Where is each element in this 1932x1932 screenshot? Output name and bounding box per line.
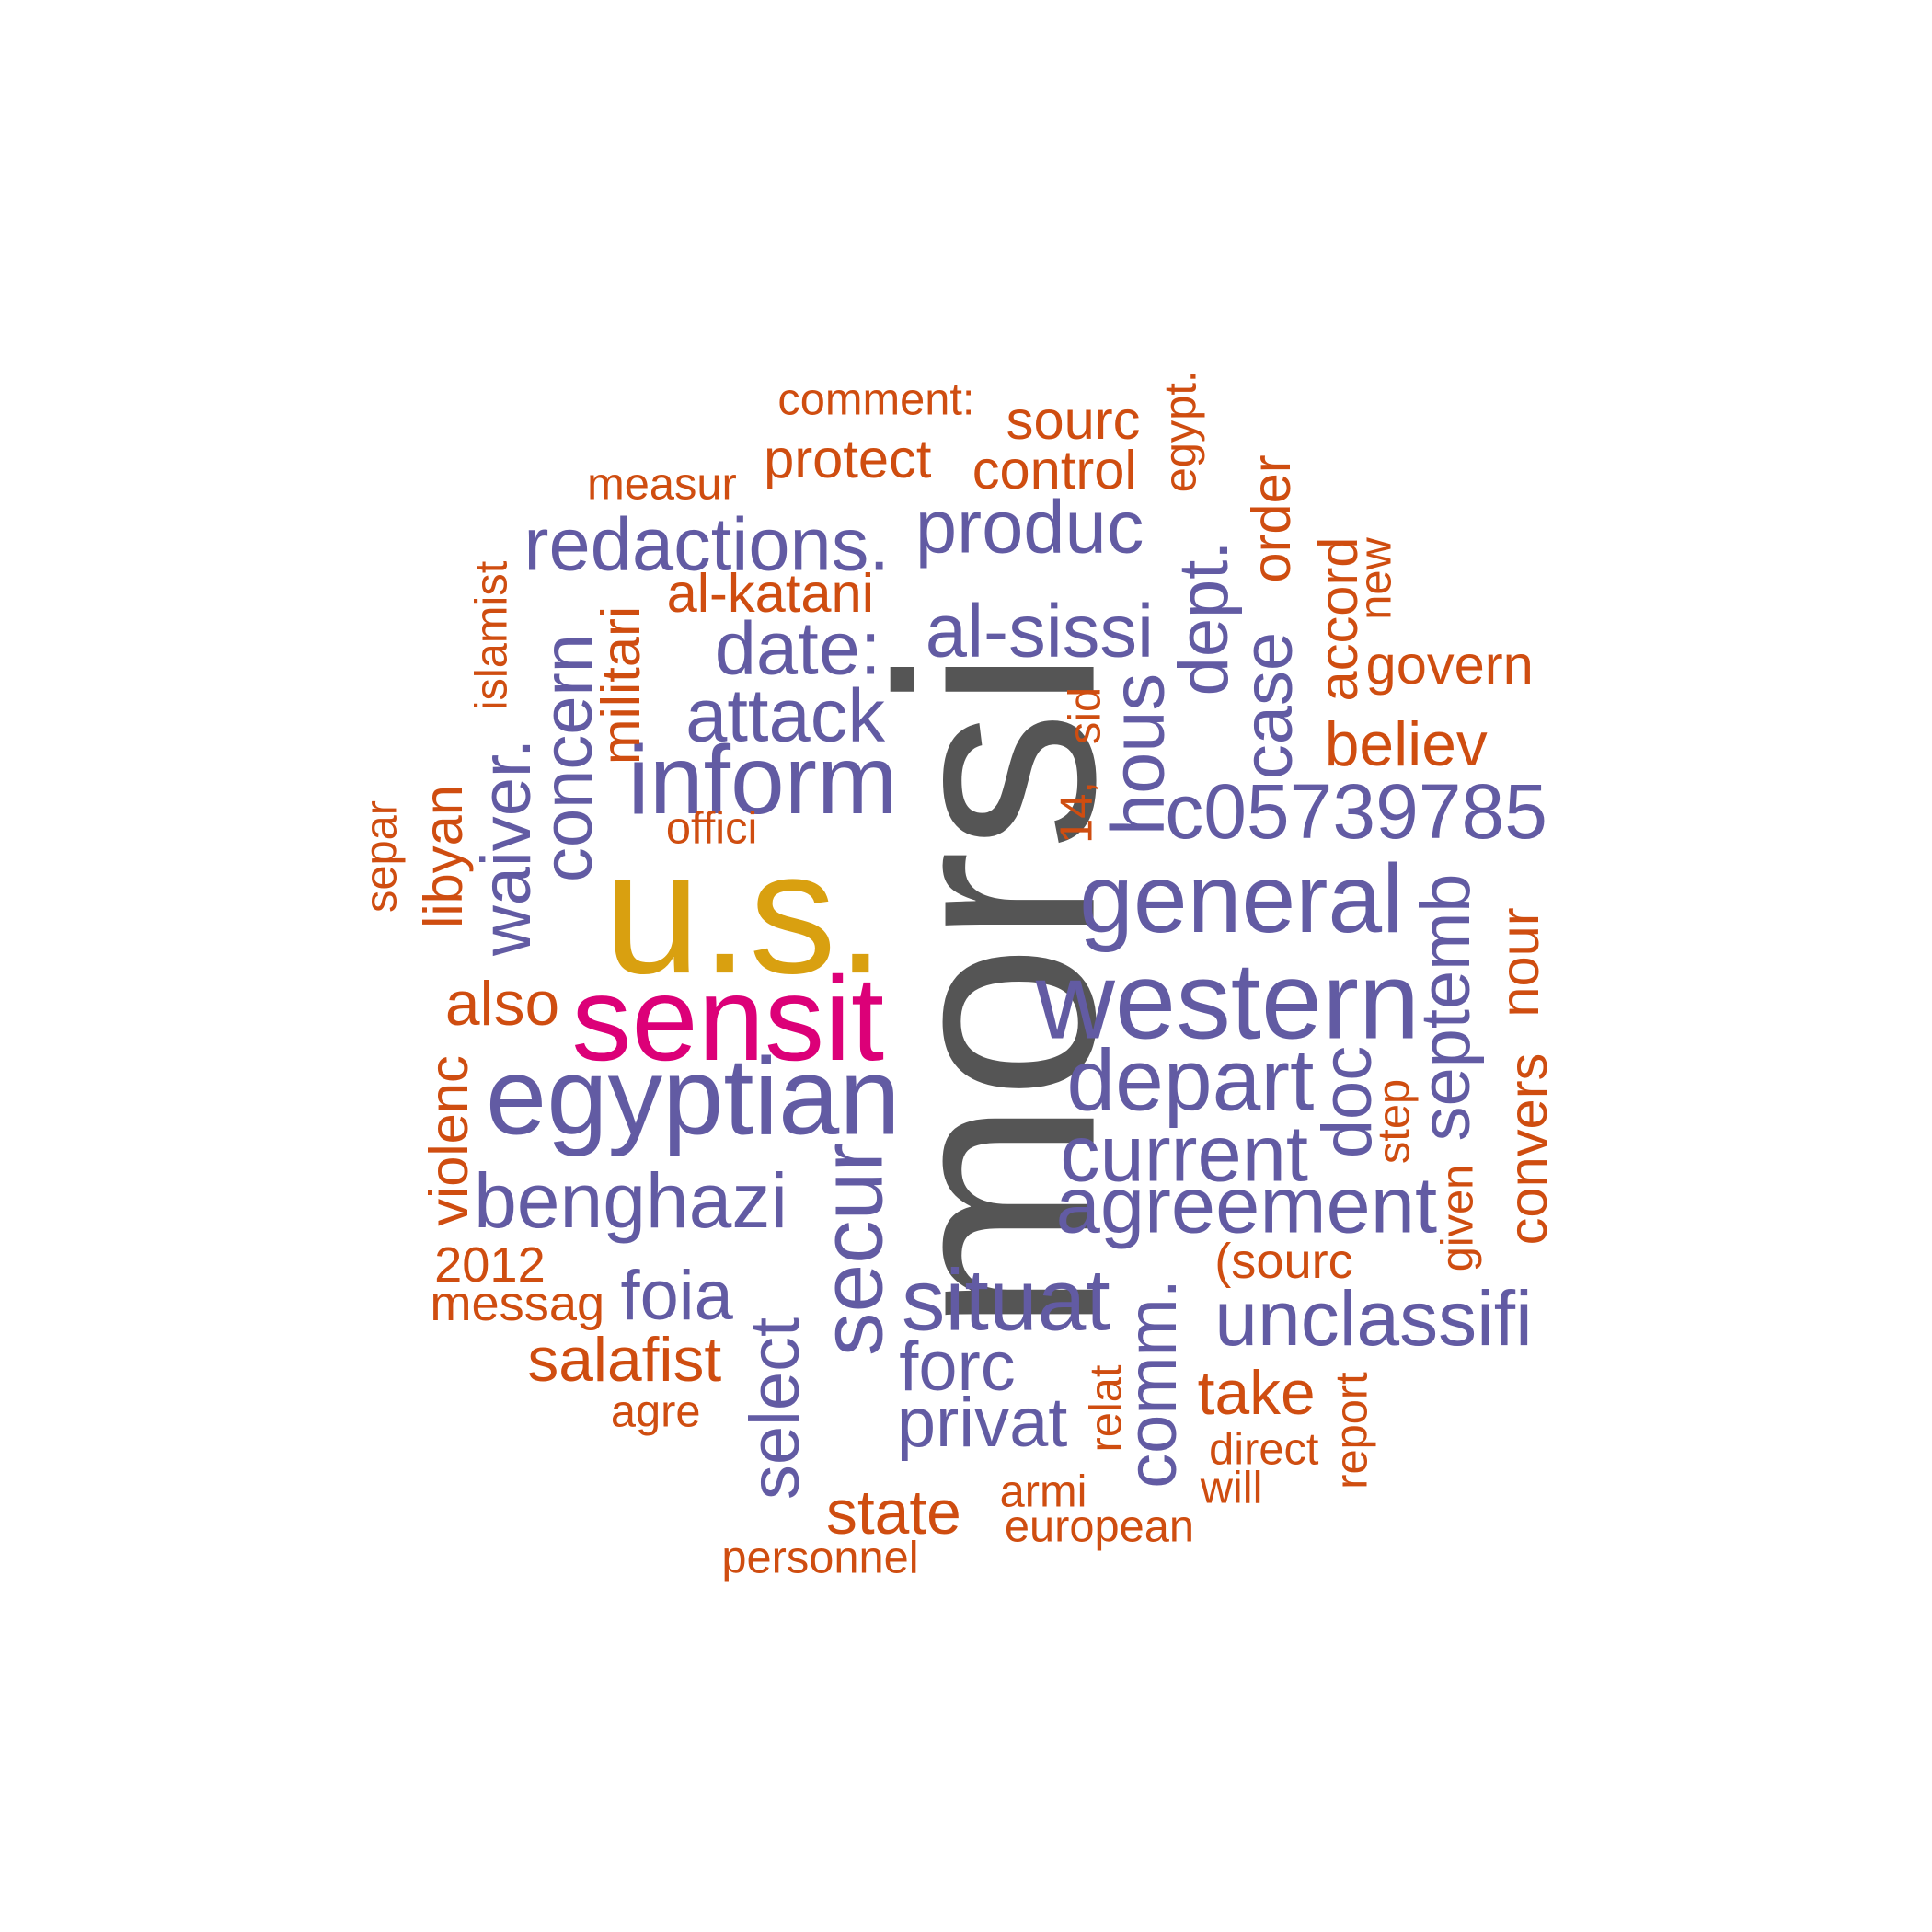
word-offici: offici [665, 803, 758, 854]
word-redactions: redactions. [523, 502, 890, 587]
word-also: also [444, 970, 560, 1040]
word-armi: armi [999, 1466, 1087, 1517]
word-attack: attack [685, 673, 885, 758]
word-sid: sid [1060, 686, 1110, 744]
word-nour: nour [1488, 907, 1550, 1018]
word-direct: direct [1209, 1424, 1319, 1475]
word-2012: 2012 [434, 1237, 546, 1294]
word-european: european [1004, 1501, 1194, 1552]
word-forc: forc [899, 1328, 1016, 1407]
word-privat: privat [896, 1384, 1068, 1463]
word-measur: measur [587, 459, 737, 510]
word-egypt: egypt. [1156, 370, 1206, 493]
word-date: date: [714, 605, 881, 690]
word-libyan: libyan [412, 784, 475, 928]
word-case: case [1229, 631, 1308, 779]
word-control: control [972, 438, 1137, 500]
word-personnel: personnel [721, 1533, 919, 1583]
word-messag: messag [430, 1276, 605, 1332]
word-situat: situat [902, 1252, 1110, 1351]
word-convers: convers [1497, 1052, 1559, 1246]
word-waiver: waiver. [467, 739, 546, 957]
word-take: take [1197, 1358, 1316, 1428]
word-violenc: violenc [417, 1054, 479, 1226]
word-al-katani: al-katani [666, 562, 874, 625]
word-foia: foia [620, 1257, 733, 1336]
word-benghazi: benghazi [474, 1156, 788, 1244]
word-unclassifi: unclassifi [1214, 1275, 1533, 1363]
word-step: step [1369, 1079, 1420, 1165]
word-state: state [825, 1478, 961, 1547]
word-govern: govern [1365, 634, 1534, 696]
word-al-sissi: al-sissi [925, 588, 1155, 673]
word-order: order [1240, 454, 1303, 583]
word-given: given [1432, 1164, 1483, 1271]
word-western: western [1035, 939, 1420, 1063]
word-comment: comment: [777, 374, 975, 425]
word-agre: agre [610, 1386, 701, 1437]
word-general: general [1079, 845, 1404, 954]
word-militari: militari [589, 606, 651, 765]
word-salafist: salafist [527, 1326, 722, 1396]
word-separ: separ [356, 799, 407, 913]
word-depart: depart [1066, 1031, 1315, 1130]
word-egyptian: egyptian [485, 1035, 901, 1158]
word-sourc-paren: (sourc [1214, 1234, 1353, 1289]
word-select: select [735, 1317, 814, 1501]
word-current: current [1060, 1110, 1308, 1199]
word-islamist: islamist [466, 560, 517, 711]
word-new: new [1351, 536, 1401, 620]
word-will: will [1200, 1463, 1263, 1513]
word-report: report [1327, 1372, 1377, 1490]
word-agreement: agreement [1055, 1162, 1438, 1251]
word-14: 14, [1052, 781, 1102, 845]
word-believ: believ [1324, 710, 1488, 780]
word-produc: produc [914, 485, 1144, 569]
word-c05739785: c05739785 [1165, 768, 1547, 855]
word-secur: secur [803, 1142, 902, 1356]
word-relat: relat [1081, 1364, 1132, 1453]
word-hous: hous [1096, 673, 1180, 835]
word-us: u.s. [603, 815, 885, 1011]
word-sensit: sensit [571, 950, 885, 1086]
word-protect: protect [764, 427, 932, 489]
word-septemb: septemb [1406, 873, 1485, 1142]
word-inform: inform [627, 726, 898, 835]
word-sourc: sourc [1006, 388, 1141, 451]
